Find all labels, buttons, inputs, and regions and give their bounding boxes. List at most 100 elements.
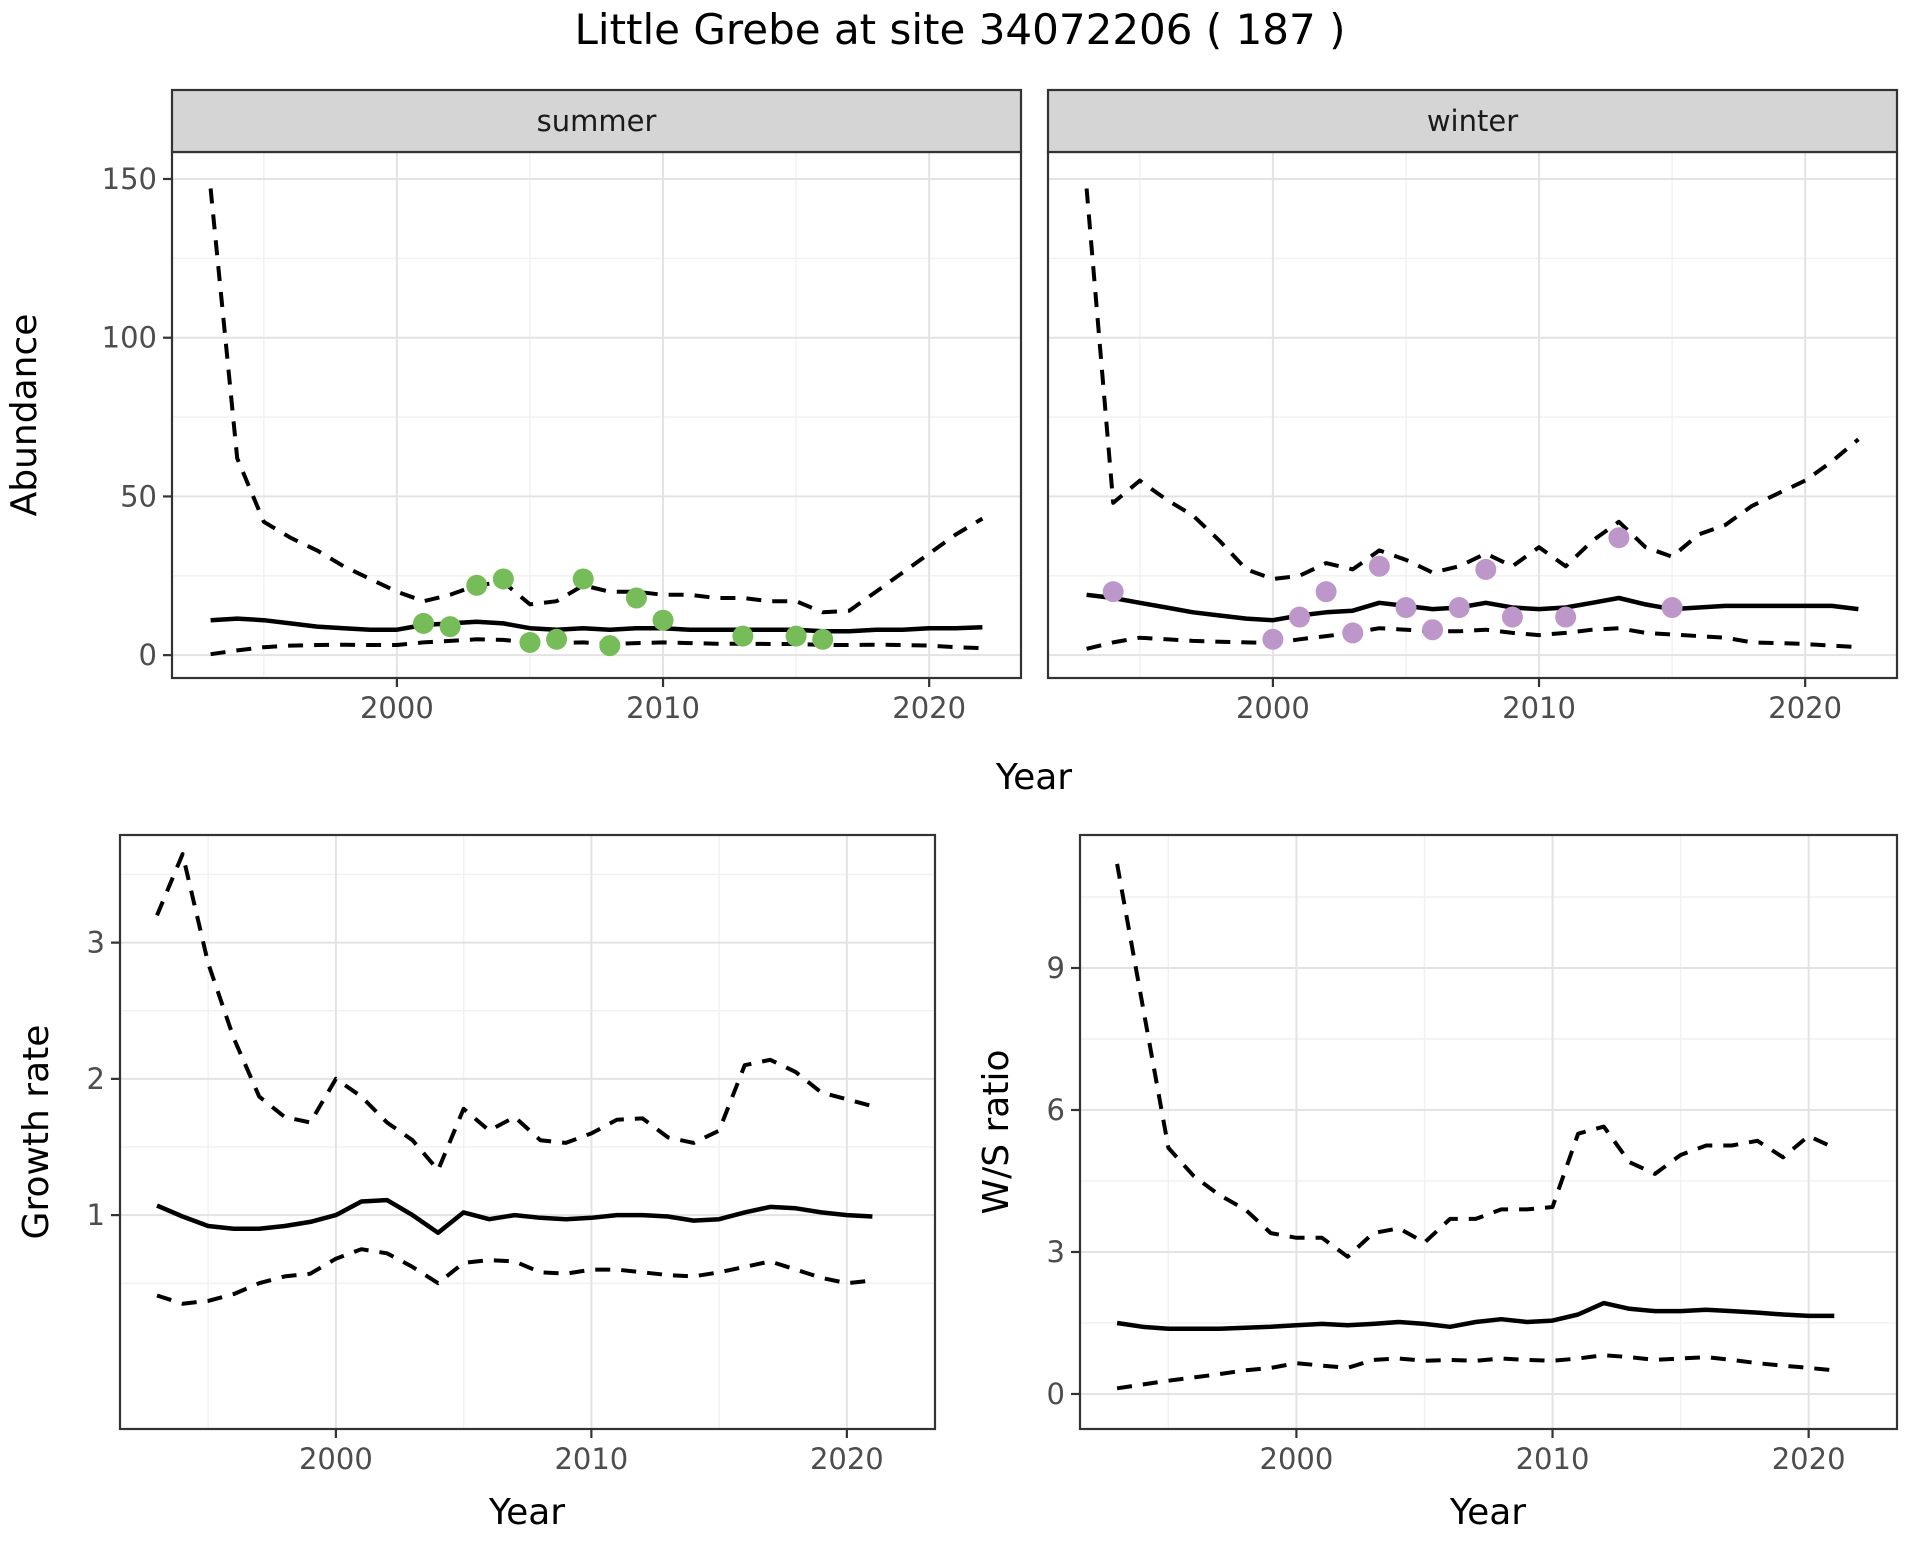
data-point — [1342, 622, 1364, 644]
x-tick-label: 2020 — [810, 1442, 884, 1476]
data-point — [1315, 581, 1337, 603]
x-axis-abundance-winter: 2000 2010 2020 — [1236, 678, 1842, 725]
series-upper-95ci-ws-ratio — [1115, 863, 1836, 1259]
observation-points-abundance-summer — [413, 568, 834, 657]
data-point — [439, 616, 461, 638]
y-axis-ws-ratio: 0 3 6 9 — [1047, 951, 1080, 1411]
data-point — [1422, 619, 1444, 641]
gridlines-growth-rate — [120, 835, 935, 1429]
panel-border-growth-rate — [118, 833, 937, 1431]
x-tick-label: 2000 — [1260, 1442, 1334, 1476]
y-tick-label: 100 — [102, 321, 157, 355]
series-group-abundance-winter — [1084, 188, 1860, 651]
data-point — [413, 612, 435, 634]
observation-points-abundance-winter — [1102, 527, 1683, 650]
y-tick-label: 150 — [102, 162, 157, 196]
data-point — [1475, 558, 1497, 580]
data-point — [1102, 581, 1124, 603]
x-tick-label: 2000 — [299, 1442, 373, 1476]
y-tick-label: 0 — [139, 638, 157, 672]
facet-strip-summer: summer — [170, 88, 1023, 154]
x-tick-label: 2000 — [1236, 691, 1310, 725]
chart-abundance-summer: 2000 2010 2020 0 50 100 150 summer — [102, 88, 1023, 725]
data-point — [1448, 597, 1470, 619]
chart-ws-ratio: 2000 2010 2020 0 3 6 9 — [1047, 833, 1899, 1476]
series-lower-95ci-growth-rate — [156, 1247, 873, 1306]
facet-strip-label: summer — [537, 104, 657, 138]
y-tick-label: 50 — [120, 479, 157, 513]
chart-abundance-winter: 2000 2010 2020 winter — [1046, 88, 1899, 725]
series-group-ws-ratio — [1115, 863, 1836, 1391]
series-group-growth-rate — [155, 852, 873, 1306]
data-point — [546, 628, 568, 650]
y-tick-label: 9 — [1047, 951, 1065, 985]
y-axis-title-growth-rate: Growth rate — [16, 1025, 57, 1240]
series-mean-abundance-summer — [210, 616, 983, 634]
series-upper-95ci-abundance-summer — [208, 188, 984, 615]
x-tick-label: 2010 — [1516, 1442, 1590, 1476]
facet-strip-label: winter — [1427, 104, 1518, 138]
series-mean-growth-rate — [156, 1197, 873, 1236]
data-point — [732, 625, 754, 647]
series-group-abundance-summer — [208, 188, 984, 657]
data-point — [1501, 606, 1523, 628]
data-point — [812, 628, 834, 650]
panel-ws-ratio — [1080, 835, 1897, 1429]
y-tick-label: 2 — [87, 1062, 105, 1096]
x-axis-title-ws-ratio: Year — [1449, 1492, 1526, 1533]
x-axis-ws-ratio: 2000 2010 2020 — [1260, 1429, 1846, 1476]
y-tick-label: 6 — [1047, 1093, 1065, 1127]
series-upper-95ci-abundance-winter — [1084, 188, 1860, 581]
figure-title: Little Grebe at site 34072206 ( 187 ) — [574, 5, 1346, 54]
series-upper-95ci-growth-rate — [155, 852, 873, 1173]
y-axis-abundance-summer: 0 50 100 150 — [102, 162, 172, 672]
series-mean-abundance-winter — [1086, 592, 1859, 623]
data-point — [466, 574, 488, 596]
panel-abundance-summer — [172, 152, 1021, 678]
y-tick-label: 0 — [1047, 1377, 1065, 1411]
data-point — [572, 568, 594, 590]
data-point — [1661, 597, 1683, 619]
gridlines-ws-ratio — [1080, 835, 1897, 1429]
chart-growth-rate: 2000 2010 2020 1 2 3 — [87, 833, 937, 1476]
x-axis-title-abundance-summer: Year — [995, 757, 1072, 798]
panel-abundance-winter — [1048, 152, 1897, 678]
y-axis-title-abundance-summer: Abundance — [4, 314, 45, 517]
data-point — [1395, 597, 1417, 619]
data-point — [625, 587, 647, 609]
x-axis-growth-rate: 2000 2010 2020 — [299, 1429, 884, 1476]
x-tick-label: 2010 — [554, 1442, 628, 1476]
data-point — [599, 635, 621, 657]
x-tick-label: 2020 — [1768, 691, 1842, 725]
y-tick-label: 3 — [87, 926, 105, 960]
x-axis-abundance-summer: 2000 2010 2020 — [360, 678, 966, 725]
x-tick-label: 2010 — [1502, 691, 1576, 725]
series-mean-ws-ratio — [1116, 1300, 1835, 1331]
data-point — [652, 609, 674, 631]
panel-growth-rate — [120, 835, 935, 1429]
y-tick-label: 3 — [1047, 1235, 1065, 1269]
data-point — [1368, 555, 1390, 577]
data-point — [1555, 606, 1577, 628]
data-point — [1608, 527, 1630, 549]
data-point — [785, 625, 807, 647]
data-point — [1262, 628, 1284, 650]
panel-border-ws-ratio — [1078, 833, 1899, 1431]
y-axis-growth-rate: 1 2 3 — [87, 926, 120, 1232]
facet-strip-winter: winter — [1046, 88, 1899, 154]
gridlines-abundance-summer — [172, 152, 1021, 678]
data-point — [492, 568, 514, 590]
data-point — [1289, 606, 1311, 628]
y-tick-label: 1 — [87, 1198, 105, 1232]
y-axis-title-ws-ratio: W/S ratio — [976, 1049, 1017, 1214]
x-tick-label: 2020 — [892, 691, 966, 725]
x-tick-label: 2010 — [626, 691, 700, 725]
data-point — [519, 631, 541, 653]
series-lower-95ci-ws-ratio — [1116, 1353, 1835, 1391]
gridlines-abundance-winter — [1048, 152, 1897, 678]
x-tick-label: 2000 — [360, 691, 434, 725]
x-axis-title-growth-rate: Year — [488, 1492, 565, 1533]
x-tick-label: 2020 — [1772, 1442, 1846, 1476]
